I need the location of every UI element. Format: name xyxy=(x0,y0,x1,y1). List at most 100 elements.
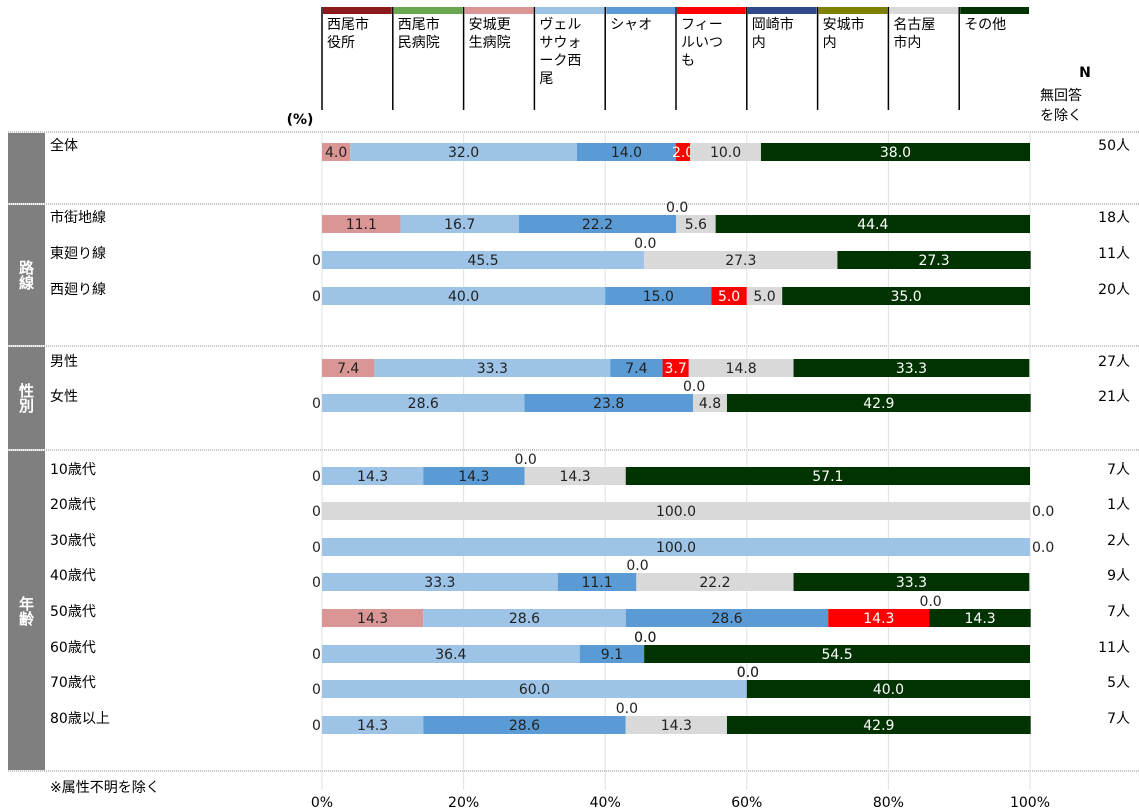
value-label: 0.0 xyxy=(634,236,656,252)
x-tick-label: 20% xyxy=(448,795,479,811)
bar-segment xyxy=(746,287,783,305)
bar-segment xyxy=(423,467,525,485)
n-label: 1人 xyxy=(1107,497,1130,513)
value-label: 9.1 xyxy=(601,647,623,663)
category-label: 50歳代 xyxy=(50,604,96,620)
value-label: 27.3 xyxy=(725,253,756,269)
bar-segment xyxy=(636,573,794,591)
value-label: 14.3 xyxy=(560,469,591,485)
bar-segment xyxy=(322,573,558,591)
value-label: 28.6 xyxy=(509,611,540,627)
value-label: 16.7 xyxy=(444,217,475,233)
bar-segment xyxy=(760,143,1030,161)
group-label: 年齢 xyxy=(17,595,35,626)
value-label: 14.3 xyxy=(357,469,388,485)
bar-segment xyxy=(688,359,794,377)
bar-segment xyxy=(644,251,838,269)
n-label: 20人 xyxy=(1098,282,1130,298)
value-label: 0.0 xyxy=(737,665,759,681)
value-label: 35.0 xyxy=(891,289,922,305)
legend-swatch xyxy=(323,7,392,14)
bar-segment xyxy=(929,609,1031,627)
value-label: 14.3 xyxy=(965,611,996,627)
unit-label: (%) xyxy=(287,112,314,128)
category-label: 60歳代 xyxy=(50,640,96,656)
bar-segment xyxy=(692,394,727,412)
bar-segment xyxy=(524,394,693,412)
legend-label: ヴェルサウォーク西尾 xyxy=(539,17,582,87)
category-label: 市街地線 xyxy=(50,209,106,226)
bar-segment xyxy=(322,502,1030,520)
legend-swatch xyxy=(606,7,675,14)
value-label: 40.0 xyxy=(448,289,479,305)
category-label: 80歳以上 xyxy=(50,711,110,727)
value-label: 5.6 xyxy=(685,217,707,233)
value-label: 33.3 xyxy=(424,575,455,591)
n-label: 5人 xyxy=(1107,675,1130,691)
value-label: 28.6 xyxy=(509,718,540,734)
legend-label: その他 xyxy=(964,17,1007,33)
bar-segment xyxy=(715,215,1030,233)
n-label: 2人 xyxy=(1107,533,1130,549)
value-label: 7.4 xyxy=(337,361,359,377)
value-label: 14.3 xyxy=(458,469,489,485)
bar-segment xyxy=(690,143,761,161)
value-label: 14.3 xyxy=(863,611,894,627)
bar-segment xyxy=(644,645,1030,663)
x-tick-label: 40% xyxy=(590,795,621,811)
legend-swatch xyxy=(818,7,888,14)
n-label: 9人 xyxy=(1107,568,1130,584)
group-box xyxy=(8,451,45,770)
bar-segment xyxy=(423,716,626,734)
group-label: 路線 xyxy=(17,260,35,290)
bar-segment xyxy=(711,287,747,305)
value-label: 4.0 xyxy=(325,145,347,161)
bar-segment xyxy=(322,215,401,233)
value-label: 10.0 xyxy=(710,145,741,161)
value-label: 14.8 xyxy=(726,361,757,377)
legend-swatch xyxy=(889,7,959,14)
value-label: 100.0 xyxy=(656,504,696,520)
n-label: 7人 xyxy=(1107,462,1130,478)
bar-segment xyxy=(676,215,716,233)
value-label: 27.3 xyxy=(918,253,949,269)
value-label: 54.5 xyxy=(821,647,852,663)
group-label: 性別 xyxy=(17,383,35,413)
category-label: 70歳代 xyxy=(50,675,96,691)
value-label: 33.3 xyxy=(896,361,927,377)
bar-segment xyxy=(746,680,1030,698)
bar-segment xyxy=(322,287,606,305)
value-label: 0.0 xyxy=(919,594,941,610)
value-label: 0.0 xyxy=(634,630,656,646)
group-box xyxy=(8,347,45,449)
bar-segment xyxy=(322,251,645,269)
bar-segment xyxy=(557,573,637,591)
bar-segment xyxy=(625,467,1030,485)
bar-segment xyxy=(576,143,676,161)
legend-label: 西尾市役所 xyxy=(327,17,369,51)
group-label-box: 性別 xyxy=(17,383,35,413)
value-label: 3.7 xyxy=(665,361,687,377)
value-label: 40.0 xyxy=(873,682,904,698)
n-label: 11人 xyxy=(1098,640,1130,656)
n-label: 11人 xyxy=(1098,246,1130,262)
value-label: 0.0 xyxy=(514,452,536,468)
value-label: 57.1 xyxy=(812,469,843,485)
legend-label: フィールいつも xyxy=(681,17,723,69)
bar-segment xyxy=(793,573,1030,591)
bar-segment xyxy=(837,251,1031,269)
bar-segment xyxy=(625,716,727,734)
n-label: 27人 xyxy=(1098,354,1130,370)
value-label: 28.6 xyxy=(408,396,439,412)
value-label: 44.4 xyxy=(857,217,888,233)
value-label: 0.0 xyxy=(634,630,656,646)
n-label: 50人 xyxy=(1098,138,1130,154)
legend-swatch xyxy=(747,7,817,14)
n-label: 18人 xyxy=(1098,210,1130,226)
legend-swatch xyxy=(464,7,534,14)
category-label: 女性 xyxy=(50,388,78,405)
value-label: 22.2 xyxy=(582,217,613,233)
legend-label: 安城更生病院 xyxy=(468,17,511,51)
bar-segment xyxy=(726,716,1031,734)
legend-label: 名古屋市内 xyxy=(893,17,936,51)
